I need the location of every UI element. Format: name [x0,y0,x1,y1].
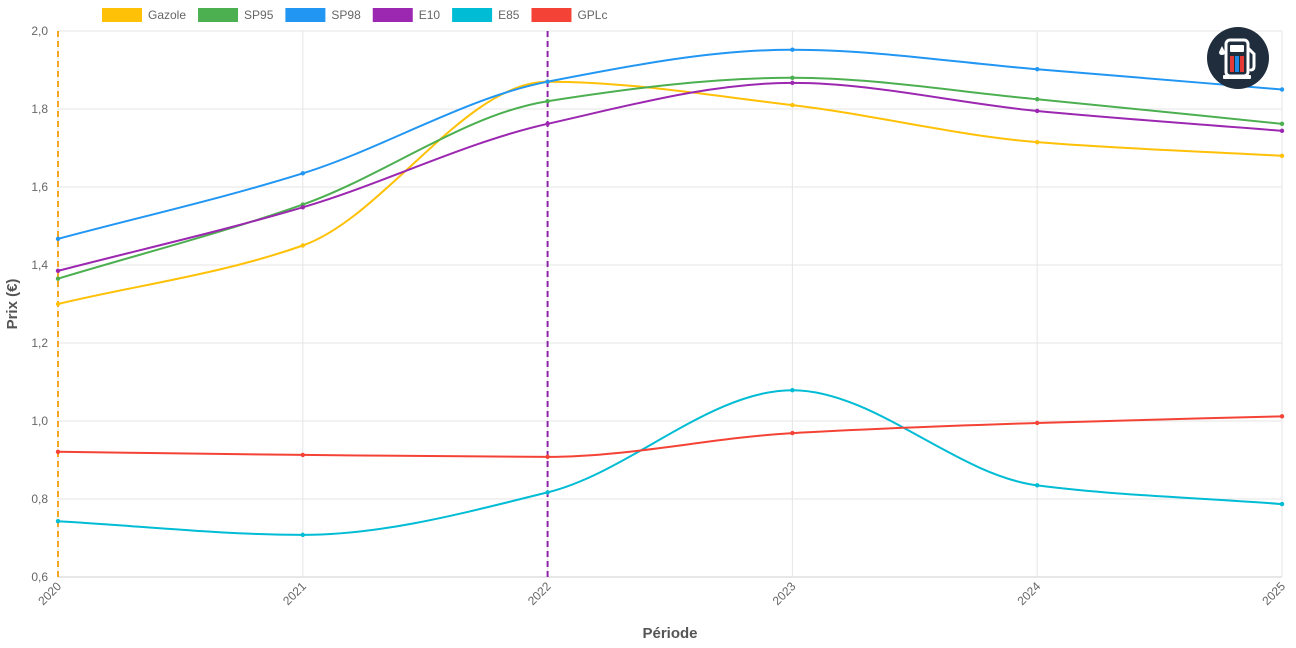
legend-label: SP98 [331,8,361,22]
legend-label: E85 [498,8,520,22]
y-tick-label: 0,6 [31,570,48,584]
data-point-gplc[interactable] [790,430,795,436]
series-points [55,47,1285,538]
data-point-e85[interactable] [790,387,795,393]
data-point-e10[interactable] [300,205,305,210]
data-point-sp98[interactable] [1279,87,1285,92]
series-line-gplc [57,415,1283,458]
fuel-pump-icon [1206,26,1270,90]
y-axis-title: Prix (€) [4,279,21,330]
data-point-gplc[interactable] [55,449,61,455]
series-line-sp98 [57,48,1283,240]
series-line-sp95 [57,76,1283,280]
data-point-e85[interactable] [1035,483,1040,488]
data-point-gazole[interactable] [790,102,795,108]
y-tick-label: 0,8 [31,492,48,506]
legend-item-sp98[interactable]: SP98 [285,8,361,22]
data-point-gplc[interactable] [1279,414,1285,419]
series-line-e10 [57,81,1283,272]
x-tick-label: 2024 [1015,579,1044,608]
data-point-sp95[interactable] [1279,121,1285,127]
data-point-sp98[interactable] [545,79,550,84]
x-tick-label: 2021 [280,579,309,608]
legend-label: Gazole [148,8,186,22]
data-point-gazole[interactable] [55,301,61,307]
data-point-sp98[interactable] [790,47,795,52]
data-point-gplc[interactable] [300,452,305,458]
data-point-sp95[interactable] [545,99,550,104]
legend-label: SP95 [244,8,274,22]
legend[interactable]: Gazole SP95 SP98 E10 E85 GPLc [102,8,607,22]
y-tick-label: 1,0 [31,414,48,428]
y-tick-label: 2,0 [31,24,48,38]
data-point-e10[interactable] [55,268,61,274]
legend-swatch [531,8,572,22]
data-point-sp98[interactable] [300,171,305,176]
series-line-gazole [57,80,1283,305]
y-tick-label: 1,6 [31,180,48,194]
grid [57,30,1283,578]
data-point-gazole[interactable] [1035,139,1040,145]
x-tick-label: 2025 [1259,579,1288,608]
legend-item-e10[interactable]: E10 [372,8,441,22]
data-point-sp98[interactable] [1035,67,1040,72]
legend-swatch [372,8,413,22]
data-point-sp95[interactable] [790,75,795,81]
data-point-gplc[interactable] [1035,420,1040,426]
y-tick-label: 1,4 [31,258,48,272]
y-axis-ticks: 0,6 0,8 1,0 1,2 1,4 1,6 1,8 2,0 [31,24,48,584]
legend-label: E10 [419,8,441,22]
data-point-e10[interactable] [790,80,795,86]
legend-swatch [198,8,239,22]
y-tick-label: 1,8 [31,102,48,116]
x-axis-ticks: 2020 2021 2022 2023 2024 2025 [35,579,1288,608]
legend-item-gazole[interactable]: Gazole [102,8,186,22]
data-point-e85[interactable] [545,490,550,495]
data-point-gazole[interactable] [300,243,305,248]
data-point-e10[interactable] [1279,128,1285,134]
legend-swatch [452,8,493,22]
x-axis-title: Période [642,625,697,642]
legend-swatch [285,8,326,22]
series-lines [57,48,1283,536]
data-point-sp95[interactable] [55,276,61,281]
y-tick-label: 1,2 [31,336,48,350]
series-line-e85 [57,389,1283,536]
data-point-e10[interactable] [545,121,550,127]
data-point-sp95[interactable] [1035,97,1040,102]
legend-item-e85[interactable]: E85 [452,8,520,22]
data-point-gazole[interactable] [1279,153,1285,158]
legend-label: GPLc [577,8,607,22]
legend-item-sp95[interactable]: SP95 [198,8,274,22]
data-point-sp98[interactable] [55,236,61,242]
data-point-e85[interactable] [55,519,61,524]
x-tick-label: 2023 [770,579,799,608]
data-point-e10[interactable] [1035,108,1040,114]
x-tick-label: 2022 [525,579,554,608]
legend-item-gplc[interactable]: GPLc [531,8,607,22]
data-point-gplc[interactable] [545,454,550,460]
legend-swatch [102,8,142,22]
data-point-e85[interactable] [1279,501,1285,507]
data-point-e85[interactable] [300,532,305,538]
